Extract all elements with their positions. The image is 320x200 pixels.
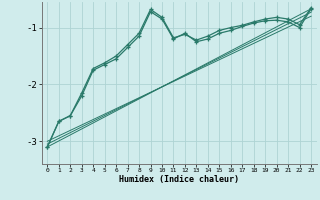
X-axis label: Humidex (Indice chaleur): Humidex (Indice chaleur) xyxy=(119,175,239,184)
